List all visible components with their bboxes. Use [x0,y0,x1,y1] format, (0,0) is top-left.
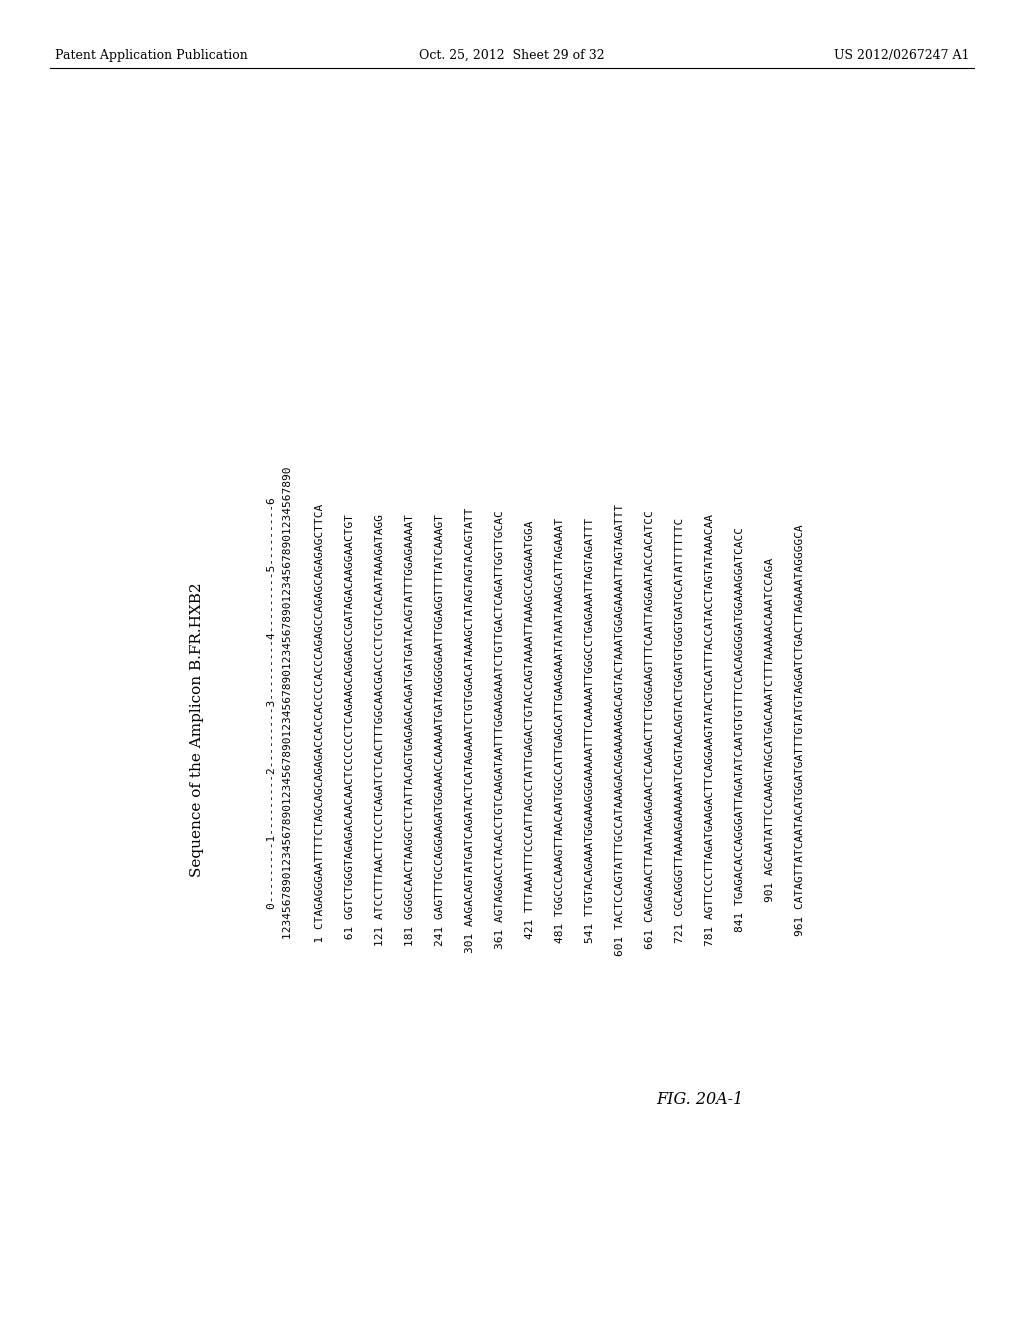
Text: 961 CATAGTTATCAATACATGGATGATTTGTATGTAGGATCTGACTTAGAAATAGGGGCA: 961 CATAGTTATCAATACATGGATGATTTGTATGTAGGA… [795,524,805,936]
Text: 721 CGCAGGGTTAAAAGAAAAAATCAGTAACAGTACTGGATGTGGGTGATGCATATTTTTTC: 721 CGCAGGGTTAAAAGAAAAAATCAGTAACAGTACTGG… [675,517,685,942]
Text: 181 GGGGCAACTAAGGCTCTATTACAGTGAGAGACAGATGATGATACAGTATTTGGAGAAAAT: 181 GGGGCAACTAAGGCTCTATTACAGTGAGAGACAGAT… [406,513,415,946]
Text: Sequence of the Amplicon B.FR.HXB2: Sequence of the Amplicon B.FR.HXB2 [190,582,204,878]
Text: 541 TTGTACAGAAATGGAAAGGGAAAAATTTCAAAAATTGGGCCTGAGAAATTAGTAGATTT: 541 TTGTACAGAAATGGAAAGGGAAAAATTTCAAAAATT… [585,517,595,942]
Text: 481 TGGCCCAAAGTTAACAATGGCCATTGAGCATTGAAGAAATATAATAAAGCATTAGAAAT: 481 TGGCCCAAAGTTAACAATGGCCATTGAGCATTGAAG… [555,517,565,942]
Text: FIG. 20A-1: FIG. 20A-1 [656,1092,743,1109]
Text: 661 CAGAGAACTTAATAAGAGAACTCAAGACTTCTGGGAAGTTTCAATTAGGAATACCACATCC: 661 CAGAGAACTTAATAAGAGAACTCAAGACTTCTGGGA… [645,511,655,949]
Text: 841 TGAGACACCAGGGATTAGATATCAATGTGTTTCCACAGGGGATGGAAAGGATCACC: 841 TGAGACACCAGGGATTAGATATCAATGTGTTTCCAC… [735,528,745,932]
Text: 601 TACTCCAGTATTTGCCATAAAGACAGAAAAAGACAGTACTAAATGGAGAAAATTAGTAGATTT: 601 TACTCCAGTATTTGCCATAAAGACAGAAAAAGACAG… [615,504,625,956]
Text: 0---------1---------2---------3---------4---------5---------6: 0---------1---------2---------3---------… [267,498,278,962]
Text: 781 AGTTCCCTTAGATGAAGACTTCAGGAAGTATACTGCATTTACCATACCTAGTATAAACAA: 781 AGTTCCCTTAGATGAAGACTTCAGGAAGTATACTGC… [705,513,715,946]
Text: 1234567890123456789012345678901234567890123456789012345678901234567890: 1234567890123456789012345678901234567890… [283,467,293,993]
Text: Oct. 25, 2012  Sheet 29 of 32: Oct. 25, 2012 Sheet 29 of 32 [419,49,605,62]
Text: 301 AAGACAGTATGATCAGATACTCATAGAAATCTGTGGACATAAAGCTATAGTAGTACAGTATT: 301 AAGACAGTATGATCAGATACTCATAGAAATCTGTGG… [465,507,475,953]
Text: 901 AGCAATATTCCAAAGTAGCATGACAAATCTTTAAAAACAAATCCAGA: 901 AGCAATATTCCAAAGTAGCATGACAAATCTTTAAAA… [765,558,775,902]
Text: 421 TTTAAATTTCCCATTAGCCTATTGAGACTGTACCAGTAAAATTAAAGCCAGGAATGGA: 421 TTTAAATTTCCCATTAGCCTATTGAGACTGTACCAG… [525,521,535,940]
Text: 61 GGTCTGGGTAGAGACAACAACTCCCCCCTCAGAAGCAGGAGCCGATAGACAAGGAACTGT: 61 GGTCTGGGTAGAGACAACAACTCCCCCCTCAGAAGCA… [345,513,355,946]
Text: Patent Application Publication: Patent Application Publication [55,49,248,62]
Text: 241 GAGTTTGCCAGGAAGATGGAAACCAAAAATGATAGGGGGAATTGGAGGTTTTATCAAAGT: 241 GAGTTTGCCAGGAAGATGGAAACCAAAAATGATAGG… [435,513,445,946]
Text: 361 AGTAGGACCTACACCTGTCAAGATAATTTGGAAGAAATCTGTTGACTCAGATTGGTTGCAC: 361 AGTAGGACCTACACCTGTCAAGATAATTTGGAAGAA… [495,511,505,949]
Text: 121 ATCCTTTAACTTCCCTCAGATCTCACTTTGGCAACGACCCCTCGTCACAATAAAGATAGG: 121 ATCCTTTAACTTCCCTCAGATCTCACTTTGGCAACG… [375,513,385,946]
Text: US 2012/0267247 A1: US 2012/0267247 A1 [834,49,969,62]
Text: 1 CTAGAGGGAATTTTCTAGCAGCAGAGACCACCACCCCACCCAGAGCCAGAGCAGAGAGCTTCA: 1 CTAGAGGGAATTTTCTAGCAGCAGAGACCACCACCCCA… [315,504,325,956]
